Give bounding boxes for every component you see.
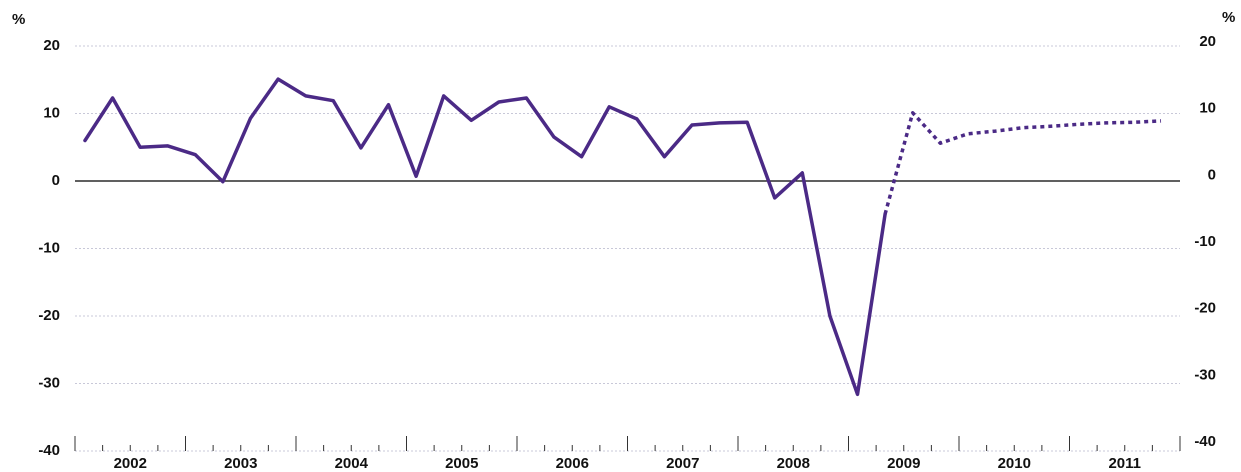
y2-tick-label: -20 [1194, 300, 1216, 317]
y-tick-label: -10 [38, 239, 60, 256]
y-tick-label: -30 [38, 374, 60, 391]
data-line [883, 111, 1162, 215]
data-line [83, 77, 887, 397]
y-tick-label: 10 [43, 104, 60, 121]
y-axis-label: % [12, 11, 25, 28]
y-tick-label: -20 [38, 307, 60, 324]
y-tick-label: -40 [38, 442, 60, 459]
y2-tick-label: -40 [1194, 433, 1216, 450]
y2-tick-label: -30 [1194, 366, 1216, 383]
x-tick-label: 2004 [335, 455, 369, 472]
x-tick-label: 2002 [114, 455, 147, 472]
x-tick-label: 2007 [666, 455, 699, 472]
x-tick-label: 2008 [777, 455, 810, 472]
y-tick-label: 20 [43, 37, 60, 54]
x-tick-label: 2009 [887, 455, 920, 472]
x-tick-label: 2006 [556, 455, 589, 472]
x-tick-label: 2010 [998, 455, 1031, 472]
x-tick-label: 2003 [224, 455, 257, 472]
y-tick-label: 0 [52, 172, 60, 189]
y2-axis-label: % [1222, 9, 1235, 26]
x-tick-label: 2011 [1108, 455, 1141, 472]
y2-tick-label: 0 [1208, 166, 1216, 183]
y2-tick-label: 10 [1199, 100, 1216, 117]
x-tick-label: 2005 [445, 455, 478, 472]
y2-tick-label: -10 [1194, 233, 1216, 250]
y2-tick-label: 20 [1199, 33, 1216, 50]
